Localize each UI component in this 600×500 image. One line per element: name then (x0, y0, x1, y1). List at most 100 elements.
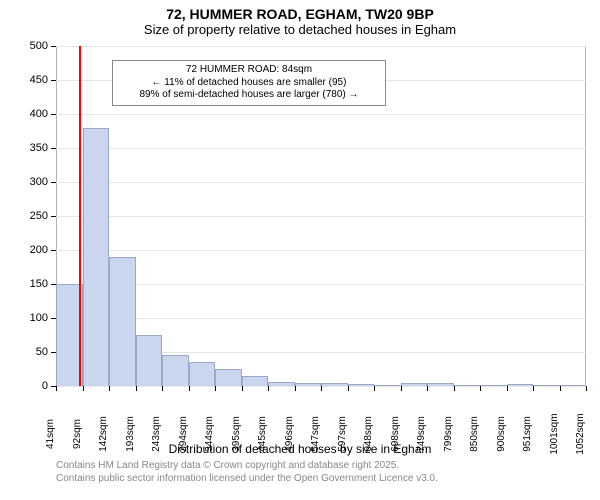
ytick-label: 400 (18, 108, 48, 120)
xtick-label: 344sqm (204, 416, 215, 452)
xtick-label: 799sqm (443, 416, 454, 452)
ytick-mark (51, 80, 56, 81)
histogram-bar (560, 385, 587, 386)
xtick-mark (242, 386, 243, 391)
xtick-mark (560, 386, 561, 391)
ytick-mark (51, 46, 56, 47)
xtick-mark (427, 386, 428, 391)
xtick-label: 1001sqm (549, 413, 560, 454)
ytick-label: 300 (18, 176, 48, 188)
histogram-bar (427, 383, 454, 386)
histogram-bar (109, 257, 136, 386)
ytick-label: 50 (18, 346, 48, 358)
xtick-mark (83, 386, 84, 391)
ytick-mark (51, 114, 56, 115)
annotation-line3: 89% of semi-detached houses are larger (… (119, 89, 379, 102)
attribution-line1: Contains HM Land Registry data © Crown c… (56, 460, 438, 473)
xtick-mark (374, 386, 375, 391)
xtick-mark (109, 386, 110, 391)
property-marker-line (79, 46, 81, 386)
ytick-mark (51, 250, 56, 251)
ytick-label: 150 (18, 278, 48, 290)
histogram-bar (374, 385, 401, 386)
annotation-line1: 72 HUMMER ROAD: 84sqm (119, 64, 379, 77)
ytick-label: 450 (18, 74, 48, 86)
annotation-line2: ← 11% of detached houses are smaller (95… (119, 77, 379, 90)
ytick-label: 200 (18, 244, 48, 256)
gridline-y (56, 46, 586, 47)
xtick-label: 648sqm (363, 416, 374, 452)
histogram-bar (136, 335, 163, 386)
ytick-mark (51, 148, 56, 149)
histogram-bar (348, 384, 375, 386)
xtick-label: 547sqm (310, 416, 321, 452)
xtick-mark (480, 386, 481, 391)
xtick-label: 193sqm (125, 416, 136, 452)
xtick-mark (268, 386, 269, 391)
ytick-label: 350 (18, 142, 48, 154)
histogram-bar (215, 369, 242, 386)
xtick-label: 850sqm (469, 416, 480, 452)
histogram-bar (507, 384, 534, 386)
xtick-mark (56, 386, 57, 391)
x-axis-label: Distribution of detached houses by size … (0, 442, 600, 456)
xtick-label: 294sqm (178, 416, 189, 452)
plot-area: 72 HUMMER ROAD: 84sqm← 11% of detached h… (56, 46, 586, 386)
attribution-text: Contains HM Land Registry data © Crown c… (56, 460, 438, 485)
xtick-mark (507, 386, 508, 391)
xtick-mark (136, 386, 137, 391)
xtick-label: 597sqm (337, 416, 348, 452)
gridline-y (56, 182, 586, 183)
xtick-mark (321, 386, 322, 391)
gridline-y (56, 148, 586, 149)
chart-title-line2: Size of property relative to detached ho… (0, 22, 600, 41)
xtick-mark (348, 386, 349, 391)
histogram-bar (533, 385, 560, 386)
xtick-mark (401, 386, 402, 391)
histogram-bar (242, 376, 269, 386)
ytick-label: 500 (18, 40, 48, 52)
attribution-line2: Contains public sector information licen… (56, 473, 438, 486)
gridline-y (56, 216, 586, 217)
xtick-label: 900sqm (496, 416, 507, 452)
xtick-mark (189, 386, 190, 391)
xtick-mark (454, 386, 455, 391)
xtick-mark (586, 386, 587, 391)
histogram-bar (401, 383, 428, 386)
histogram-bar (83, 128, 110, 386)
histogram-bar (480, 385, 507, 386)
ytick-mark (51, 216, 56, 217)
xtick-label: 243sqm (151, 416, 162, 452)
gridline-y (56, 318, 586, 319)
xtick-label: 1052sqm (575, 413, 586, 454)
xtick-mark (162, 386, 163, 391)
xtick-label: 749sqm (416, 416, 427, 452)
xtick-mark (533, 386, 534, 391)
histogram-bar (162, 355, 189, 386)
ytick-label: 250 (18, 210, 48, 222)
histogram-bar (454, 385, 481, 386)
histogram-bar (268, 382, 295, 386)
gridline-y (56, 284, 586, 285)
ytick-mark (51, 182, 56, 183)
gridline-y (56, 250, 586, 251)
xtick-label: 951sqm (522, 416, 533, 452)
histogram-bar (321, 383, 348, 386)
property-size-chart: 72, HUMMER ROAD, EGHAM, TW20 9BP Size of… (0, 0, 600, 500)
xtick-label: 698sqm (390, 416, 401, 452)
chart-title-line1: 72, HUMMER ROAD, EGHAM, TW20 9BP (0, 0, 600, 22)
xtick-label: 496sqm (284, 416, 295, 452)
gridline-y (56, 114, 586, 115)
xtick-mark (215, 386, 216, 391)
xtick-label: 395sqm (231, 416, 242, 452)
xtick-label: 142sqm (98, 416, 109, 452)
xtick-mark (295, 386, 296, 391)
annotation-box: 72 HUMMER ROAD: 84sqm← 11% of detached h… (112, 60, 386, 106)
xtick-label: 41sqm (45, 419, 56, 449)
ytick-label: 0 (18, 380, 48, 392)
xtick-label: 445sqm (257, 416, 268, 452)
ytick-label: 100 (18, 312, 48, 324)
histogram-bar (189, 362, 216, 386)
xtick-label: 92sqm (72, 419, 83, 449)
histogram-bar (295, 383, 322, 386)
